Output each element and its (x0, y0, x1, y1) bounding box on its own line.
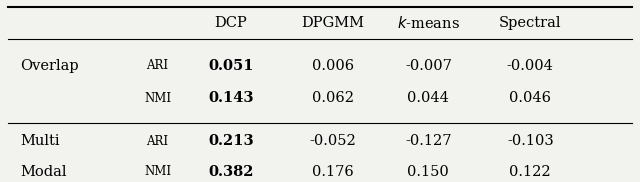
Text: DCP: DCP (214, 16, 247, 30)
Text: NMI: NMI (144, 92, 171, 105)
Text: 0.046: 0.046 (509, 91, 551, 105)
Text: Spectral: Spectral (499, 16, 561, 30)
Text: -0.007: -0.007 (405, 59, 452, 73)
Text: 0.044: 0.044 (408, 91, 449, 105)
Text: $k$-means: $k$-means (397, 15, 460, 31)
Text: 0.382: 0.382 (208, 165, 253, 179)
Text: 0.062: 0.062 (312, 91, 354, 105)
Text: 0.150: 0.150 (408, 165, 449, 179)
Text: Overlap: Overlap (20, 59, 79, 73)
Text: 0.051: 0.051 (208, 59, 253, 73)
Text: ARI: ARI (147, 135, 168, 148)
Text: 0.122: 0.122 (509, 165, 551, 179)
Text: -0.004: -0.004 (507, 59, 554, 73)
Text: DPGMM: DPGMM (301, 16, 364, 30)
Text: 0.176: 0.176 (312, 165, 354, 179)
Text: Multi: Multi (20, 134, 60, 148)
Text: 0.143: 0.143 (208, 91, 253, 105)
Text: ARI: ARI (147, 59, 168, 72)
Text: NMI: NMI (144, 165, 171, 178)
Text: -0.103: -0.103 (507, 134, 554, 148)
Text: -0.052: -0.052 (309, 134, 356, 148)
Text: 0.006: 0.006 (312, 59, 354, 73)
Text: -0.127: -0.127 (405, 134, 452, 148)
Text: Modal: Modal (20, 165, 67, 179)
Text: 0.213: 0.213 (208, 134, 253, 148)
